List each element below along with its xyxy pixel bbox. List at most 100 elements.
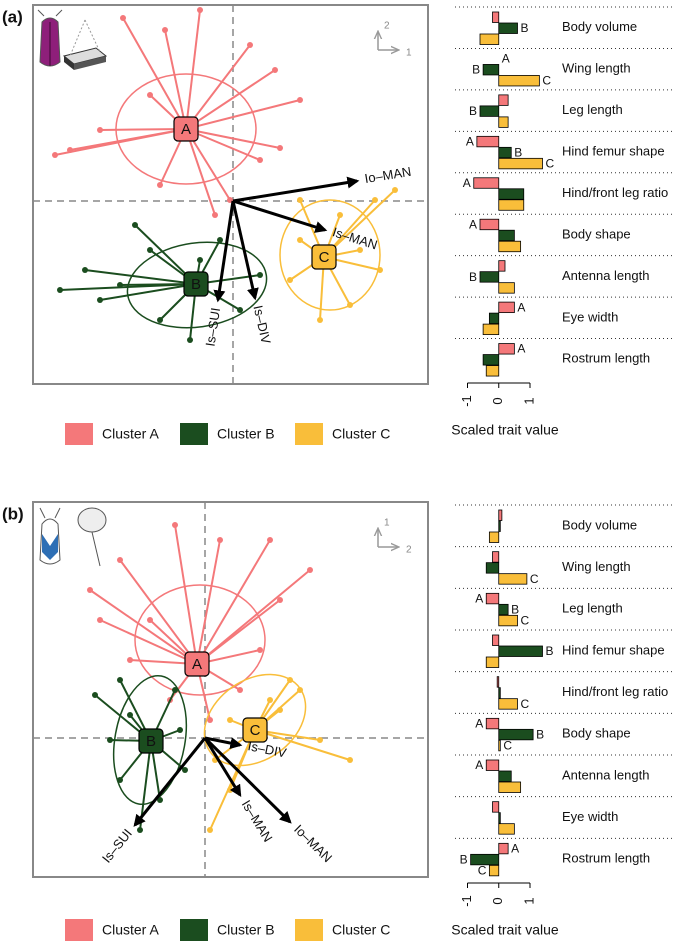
trait-label: Wing length	[562, 61, 631, 76]
vector-label: Is–SUI	[202, 307, 223, 348]
centroid	[183, 271, 209, 297]
bar-letter: B	[469, 270, 477, 284]
legend-swatch	[65, 919, 93, 941]
spoke	[196, 539, 221, 665]
vector-arrow	[204, 736, 243, 750]
point	[137, 827, 143, 833]
trait-label: Rostrum length	[562, 351, 650, 366]
legend-swatch	[65, 423, 93, 445]
point	[237, 687, 243, 693]
point	[172, 522, 178, 528]
spoke	[185, 128, 281, 149]
bar	[496, 676, 500, 688]
spoke	[254, 729, 351, 761]
trait-label: Hind/front leg ratio	[562, 684, 668, 699]
point	[162, 27, 168, 33]
point	[267, 697, 273, 703]
centroid-label: B	[191, 276, 201, 293]
spoke	[323, 189, 396, 258]
bar-letter: B	[521, 21, 529, 35]
point	[392, 187, 398, 193]
bar	[498, 645, 543, 657]
point	[357, 247, 363, 253]
point	[347, 757, 353, 763]
axis-icon-label: 2	[406, 545, 412, 556]
bar	[498, 781, 522, 793]
icon-b	[39, 507, 107, 567]
point	[97, 297, 103, 303]
point	[92, 692, 98, 698]
bar	[479, 271, 500, 283]
trait-label: Body shape	[562, 226, 631, 241]
bar	[498, 687, 501, 699]
point	[97, 617, 103, 623]
bar	[476, 135, 500, 148]
trait-label: Body shape	[562, 726, 631, 741]
trait-label: Wing length	[562, 559, 631, 574]
point	[147, 92, 153, 98]
bar-letter: A	[475, 592, 483, 606]
bar	[473, 177, 500, 189]
centroid-label: A	[181, 121, 191, 138]
bar	[498, 823, 515, 835]
bar	[498, 573, 528, 585]
point	[217, 537, 223, 543]
bar	[482, 354, 500, 366]
panel-label: (a)	[2, 7, 23, 26]
bar	[498, 146, 512, 159]
spoke	[174, 524, 198, 665]
spoke	[185, 128, 216, 216]
ellipse	[279, 199, 381, 311]
centroid-label: C	[250, 722, 261, 739]
bar-letter: A	[475, 717, 483, 731]
point	[372, 197, 378, 203]
trait-label: Leg length	[562, 102, 623, 117]
bar	[492, 634, 500, 646]
point	[297, 237, 303, 243]
point	[157, 182, 163, 188]
trait-label: Body volume	[562, 19, 637, 34]
bar	[498, 22, 518, 34]
icon-a	[37, 9, 108, 70]
point	[57, 287, 63, 293]
bar-letter: B	[469, 104, 477, 118]
bar	[498, 614, 518, 627]
trait-label: Antenna length	[562, 268, 649, 283]
bar	[485, 562, 500, 574]
bar-letter: A	[517, 300, 525, 314]
bar-letter: C	[546, 157, 555, 171]
spoke	[185, 69, 276, 130]
bar	[482, 64, 500, 76]
bar	[498, 812, 501, 824]
bar	[492, 11, 500, 23]
vector-arrow	[231, 200, 259, 301]
bar-letter: C	[521, 697, 530, 711]
bar-letter: A	[466, 135, 474, 149]
bar	[498, 343, 515, 355]
bar	[492, 801, 500, 813]
bar-letter: B	[546, 644, 554, 658]
vector-arrow	[203, 737, 242, 798]
point	[317, 737, 323, 743]
bar	[479, 33, 500, 45]
point	[247, 42, 253, 48]
point	[132, 222, 138, 228]
spoke	[119, 559, 198, 665]
bar	[485, 365, 500, 377]
point	[347, 302, 353, 308]
x-tick-label: -1	[459, 895, 474, 907]
point	[267, 537, 273, 543]
bar	[498, 240, 522, 253]
bar-letter: A	[475, 758, 483, 772]
point	[157, 317, 163, 323]
vector-arrow	[133, 737, 207, 827]
point	[307, 567, 313, 573]
bar	[488, 864, 500, 877]
centroid	[242, 717, 268, 743]
spoke	[196, 599, 281, 665]
point	[127, 712, 133, 718]
spoke	[119, 283, 197, 286]
point	[147, 247, 153, 253]
point	[177, 727, 183, 733]
